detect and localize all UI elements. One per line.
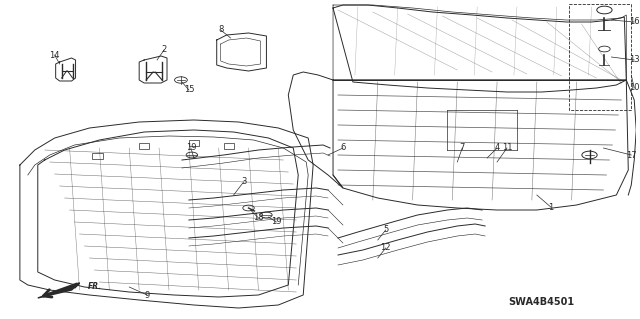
Text: FR.: FR.: [88, 282, 102, 291]
Text: 5: 5: [383, 226, 388, 234]
Bar: [92, 153, 102, 159]
Text: 19: 19: [186, 144, 196, 152]
Text: 3: 3: [241, 177, 246, 187]
Text: 14: 14: [49, 50, 60, 60]
Bar: [189, 140, 199, 146]
Text: 4: 4: [495, 144, 500, 152]
Text: 19: 19: [271, 218, 282, 226]
Bar: [223, 143, 234, 149]
Text: 1: 1: [548, 203, 554, 211]
Text: 6: 6: [340, 144, 346, 152]
Text: 18: 18: [253, 213, 264, 222]
Text: 11: 11: [502, 144, 512, 152]
Text: 16: 16: [629, 18, 639, 26]
Text: SWA4B4501: SWA4B4501: [509, 297, 575, 307]
Text: 7: 7: [460, 144, 465, 152]
Polygon shape: [38, 283, 79, 298]
Bar: [139, 143, 149, 149]
Text: 9: 9: [145, 291, 150, 300]
Text: 8: 8: [218, 26, 223, 34]
Text: 17: 17: [626, 151, 637, 160]
Text: 10: 10: [629, 84, 639, 93]
Text: 15: 15: [184, 85, 194, 94]
Text: 12: 12: [380, 243, 391, 253]
Text: 13: 13: [629, 56, 639, 64]
Text: 2: 2: [161, 46, 166, 55]
